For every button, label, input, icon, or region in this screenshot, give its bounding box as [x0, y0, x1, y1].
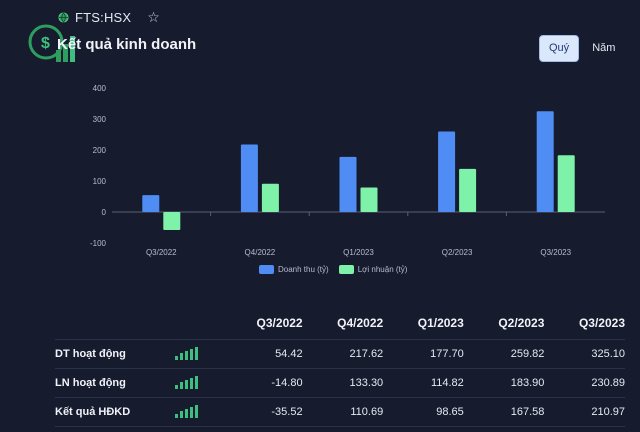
y-tick-label: 300: [93, 115, 107, 124]
row-label: Kết quả HĐKD: [55, 397, 175, 427]
table-cell: 217.62: [302, 339, 384, 369]
business-results-chart: -100 0 100 200 300 400 Q3/2022 Q4/2022 Q1/2023 Q2…: [90, 84, 605, 257]
page-title: Kết quả kinh doanh: [57, 36, 197, 53]
header-q2-2023: Q2/2023: [463, 307, 545, 340]
bar-profit[interactable]: [557, 155, 575, 212]
x-tick-label: Q4/2022: [245, 248, 276, 257]
header-q4-2022: Q4/2022: [302, 307, 384, 340]
table-row[interactable]: LN hoạt động -14.80 133.30 114.82 183.90…: [55, 368, 625, 398]
table-cell: 325.10: [544, 339, 625, 369]
table-cell: 54.42: [222, 339, 303, 369]
bar-profit[interactable]: [261, 183, 279, 212]
bar-revenue[interactable]: [339, 156, 357, 212]
legend-label-profit: Lợi nhuận (tỷ): [357, 265, 408, 274]
x-tick-label: Q2/2023: [442, 248, 473, 257]
table-cell: -35.52: [222, 397, 303, 427]
results-table: Q3/2022 Q4/2022 Q1/2023 Q2/2023 Q3/2023 …: [55, 307, 625, 427]
y-tick-label: 0: [102, 208, 107, 217]
header-q1-2023: Q1/2023: [383, 307, 464, 340]
y-tick-label: 400: [93, 84, 107, 93]
table-cell: 210.97: [544, 397, 625, 427]
row-label: LN hoạt động: [55, 368, 175, 398]
y-tick-label: -100: [90, 239, 107, 248]
ticker-header: FTS:HSX ☆: [58, 8, 160, 26]
bar-chart-icon[interactable]: [175, 405, 198, 418]
ticker-symbol[interactable]: FTS:HSX: [75, 9, 132, 25]
legend-swatch-revenue: [259, 265, 274, 274]
header-spark-empty: [175, 307, 222, 340]
table-cell: 167.58: [463, 397, 545, 427]
y-tick-label: 200: [93, 146, 107, 155]
toggle-quarter[interactable]: Quý: [539, 35, 580, 62]
legend-item-revenue[interactable]: Doanh thu (tỷ): [259, 265, 329, 274]
bar-revenue[interactable]: [240, 144, 258, 212]
table-cell: 133.30: [302, 368, 384, 398]
bar-revenue[interactable]: [438, 131, 456, 212]
table-cell: -14.80: [222, 368, 303, 398]
bar-chart-icon[interactable]: [175, 376, 198, 389]
table-cell: 177.70: [383, 339, 464, 369]
table-header-row: Q3/2022 Q4/2022 Q1/2023 Q2/2023 Q3/2023: [55, 307, 625, 340]
legend-swatch-profit: [338, 265, 354, 274]
legend-label-revenue: Doanh thu (tỷ): [278, 265, 329, 274]
spark-cell: [175, 339, 222, 369]
table-row[interactable]: DT hoạt động 54.42 217.62 177.70 259.82 …: [55, 339, 625, 369]
table-row[interactable]: Kết quả HĐKD -35.52 110.69 98.65 167.58 …: [55, 397, 625, 427]
chart-legend: Doanh thu (tỷ) Lợi nhuận (tỷ): [259, 265, 407, 274]
y-tick-label: 100: [93, 177, 107, 186]
svg-text:$: $: [41, 35, 50, 52]
table-cell: 259.82: [463, 339, 545, 369]
bar-profit[interactable]: [360, 187, 378, 212]
legend-item-profit[interactable]: Lợi nhuận (tỷ): [338, 265, 408, 274]
row-label: DT hoạt động: [55, 339, 175, 369]
table-cell: 183.90: [463, 368, 545, 398]
header-q3-2022: Q3/2022: [222, 307, 303, 340]
table-cell: 98.65: [383, 397, 464, 427]
period-toggle: Quý Năm: [539, 35, 624, 62]
spark-cell: [175, 368, 222, 398]
brand-logo: $: [28, 24, 75, 62]
toggle-year[interactable]: Năm: [592, 42, 616, 54]
star-outline-icon[interactable]: ☆: [147, 9, 160, 25]
table-cell: 230.89: [544, 368, 625, 398]
header-empty: [55, 307, 175, 340]
bar-profit[interactable]: [459, 168, 477, 212]
table-cell: 110.69: [302, 397, 384, 427]
bar-profit[interactable]: [163, 212, 181, 230]
header-q3-2023: Q3/2023: [544, 307, 625, 340]
spark-cell: [175, 397, 222, 427]
x-tick-label: Q3/2023: [540, 248, 571, 257]
globe-icon: [58, 11, 69, 23]
x-tick-label: Q3/2022: [146, 248, 177, 257]
bar-chart-icon[interactable]: [175, 347, 198, 360]
x-tick-label: Q1/2023: [343, 248, 374, 257]
table-cell: 114.82: [383, 368, 464, 398]
bar-revenue[interactable]: [142, 195, 160, 212]
bar-revenue[interactable]: [536, 111, 554, 212]
